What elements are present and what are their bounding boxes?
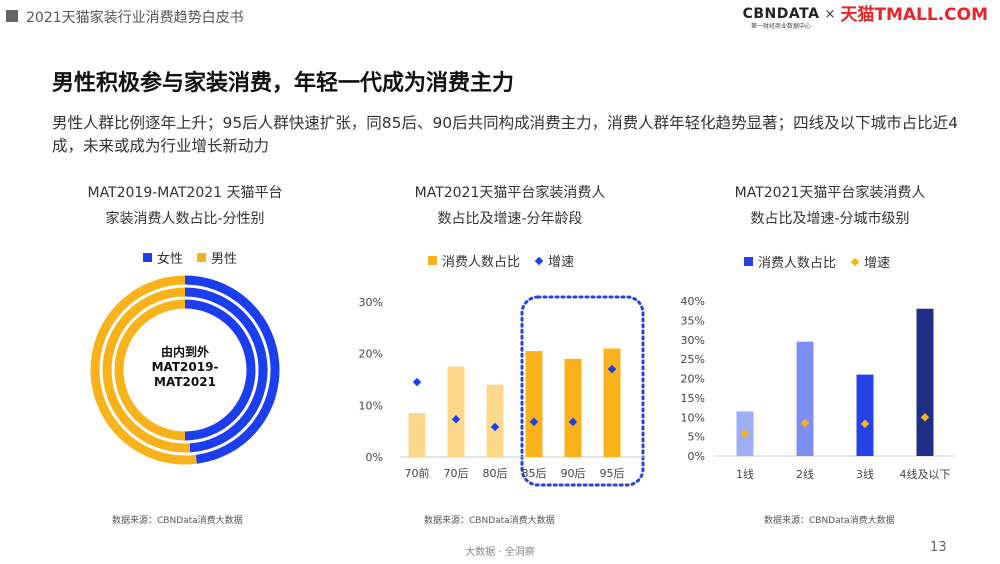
logo-separator: × — [824, 7, 836, 22]
age-x-tick-label: 80后 — [483, 467, 508, 480]
report-title: 2021天猫家装行业消费趋势白皮书 — [26, 10, 244, 26]
city-chart-source: 数据来源：CBNData消费大数据 — [764, 516, 895, 526]
age-growth-marker-90后 — [568, 417, 578, 427]
city-y-tick-label: 30% — [681, 334, 705, 347]
city-x-tick-label: 3线 — [856, 467, 874, 481]
age-growth-marker-70前 — [412, 377, 422, 387]
legend-swatch-male — [197, 253, 207, 262]
city-bar-chart: 0% 5% 10% 15% 20% 25% 30% 35% 40% 1线 2线 3线 4线及以下 — [681, 295, 955, 481]
slide-heading: 男性积极参与家装消费，年轻一代成为消费主力 — [52, 71, 515, 96]
brand-logos: CBNDATA 第一财经商业数据中心 × 天猫TMALL.COM — [743, 6, 988, 36]
donut-slice-mat2019-female — [184, 299, 256, 441]
city-bar-3线 — [856, 374, 874, 456]
legend-swatch-share — [428, 256, 437, 265]
age-x-tick-label: 70前 — [405, 466, 430, 480]
cbndata-logo-subtext: 第一财经商业数据中心 — [751, 23, 812, 30]
slide-summary: 男性人群比例逐年上升；95后人群快速扩张，同85后、90后共同构成消费主力，消费… — [52, 114, 959, 155]
city-growth-marker-2线 — [800, 418, 810, 428]
gender-legend: 女性 男性 — [143, 248, 237, 267]
age-chart-title-line1: MAT2021天猫平台家装消费人 — [414, 185, 606, 201]
legend-label-male: 男性 — [211, 252, 238, 267]
age-chart-title: MAT2021天猫平台家装消费人 数占比及增速-分年龄段 — [385, 180, 635, 232]
city-y-tick-label: 20% — [681, 373, 705, 386]
city-y-tick-label: 0% — [688, 450, 705, 463]
legend-label-share: 消费人数占比 — [442, 255, 521, 270]
legend-swatch-female — [143, 253, 152, 262]
age-x-tick-label: 70后 — [444, 467, 469, 480]
cbndata-logo: CBNDATA 第一财经商业数据中心 — [743, 6, 820, 31]
legend-swatch-city-share — [744, 257, 753, 266]
donut-slice-mat2019-male — [114, 299, 186, 441]
gender-chart-source: 数据来源：CBNData消费大数据 — [112, 516, 243, 526]
header-square-icon — [6, 10, 18, 22]
age-growth-marker-70后 — [451, 415, 461, 424]
age-y-tick-label: 20% — [359, 348, 383, 361]
donut-slice-mat2021-female — [184, 275, 280, 464]
city-growth-marker-4线及以下 — [920, 413, 930, 422]
legend-marker-growth — [534, 256, 544, 265]
age-bar-chart: 0% 10% 20% 30% 70前 70后 80后 85后 90后 95后 — [359, 295, 645, 487]
header-bar: 2021天猫家装行业消费趋势白皮书 CBNDATA 第一财经商业数据中心 × 天… — [0, 0, 1000, 38]
city-y-tick-label: 25% — [681, 353, 705, 366]
legend-label-female: 女性 — [157, 252, 184, 267]
age-y-tick-label: 0% — [366, 451, 383, 464]
donut-center-label-3: MAT2021 — [154, 375, 216, 389]
gender-chart-title-line2: 家装消费人数占比-分性别 — [105, 211, 265, 227]
donut-slice-mat2021-male — [90, 275, 197, 465]
age-y-tick-label: 10% — [359, 399, 383, 412]
legend-label-growth: 增速 — [548, 255, 575, 270]
city-bar-4线及以下 — [916, 308, 934, 456]
age-legend: 消费人数占比 增速 — [428, 251, 574, 270]
city-chart-title-line2: 数占比及增速-分城市级别 — [750, 211, 910, 227]
age-growth-marker-85后 — [529, 417, 539, 427]
age-y-tick-label: 30% — [359, 296, 383, 309]
city-chart-title-line1: MAT2021天猫平台家装消费人 — [734, 185, 926, 201]
tmall-logo: 天猫TMALL.COM — [840, 5, 988, 25]
age-x-tick-label: 85后 — [522, 467, 547, 480]
gender-chart-title-line1: MAT2019-MAT2021 天猫平台 — [87, 185, 283, 201]
age-x-tick-label: 95后 — [600, 467, 625, 480]
donut-center-label-2: MAT2019- — [152, 360, 219, 374]
footer-tagline: 大数据 · 全洞察 — [465, 547, 535, 558]
age-bar-95后 — [603, 348, 621, 457]
age-bar-70后 — [447, 366, 465, 457]
city-y-tick-label: 5% — [688, 431, 705, 444]
highlight-box — [520, 295, 645, 487]
age-chart-source: 数据来源：CBNData消费大数据 — [424, 516, 555, 526]
age-bar-90后 — [564, 358, 582, 457]
cbndata-logo-text: CBNDATA — [742, 6, 820, 22]
donut-slice-mat2020-male — [102, 287, 191, 453]
legend-label-city-share: 消费人数占比 — [758, 256, 837, 271]
age-bar-80后 — [486, 384, 504, 457]
donut-center-label-1: 由内到外 — [161, 344, 209, 359]
city-y-tick-label: 40% — [681, 295, 705, 308]
age-chart-title-line2: 数占比及增速-分年龄段 — [437, 211, 583, 227]
city-y-tick-label: 15% — [681, 392, 705, 405]
city-legend: 消费人数占比 增速 — [744, 252, 890, 271]
city-growth-marker-1线 — [740, 429, 750, 438]
page-number: 13 — [930, 540, 947, 555]
age-bar-70前 — [408, 413, 426, 457]
city-x-tick-label: 4线及以下 — [900, 467, 951, 481]
age-growth-marker-80后 — [490, 422, 500, 432]
donut-slice-mat2020-female — [184, 287, 268, 453]
city-growth-marker-3线 — [860, 419, 870, 429]
gender-chart-title: MAT2019-MAT2021 天猫平台 家装消费人数占比-分性别 — [60, 180, 310, 232]
city-chart-title: MAT2021天猫平台家装消费人 数占比及增速-分城市级别 — [705, 180, 955, 232]
legend-marker-city-growth — [850, 257, 860, 266]
legend-label-city-growth: 增速 — [864, 256, 891, 271]
gender-donut-chart: 由内到外 MAT2019- MAT2021 — [90, 275, 280, 465]
age-x-tick-label: 90后 — [561, 467, 586, 480]
city-y-tick-label: 10% — [681, 411, 705, 424]
age-bar-85后 — [525, 351, 543, 457]
city-y-tick-label: 35% — [681, 314, 705, 327]
city-bar-2线 — [796, 341, 814, 456]
city-x-tick-label: 2线 — [796, 467, 814, 481]
city-x-tick-label: 1线 — [736, 467, 754, 481]
